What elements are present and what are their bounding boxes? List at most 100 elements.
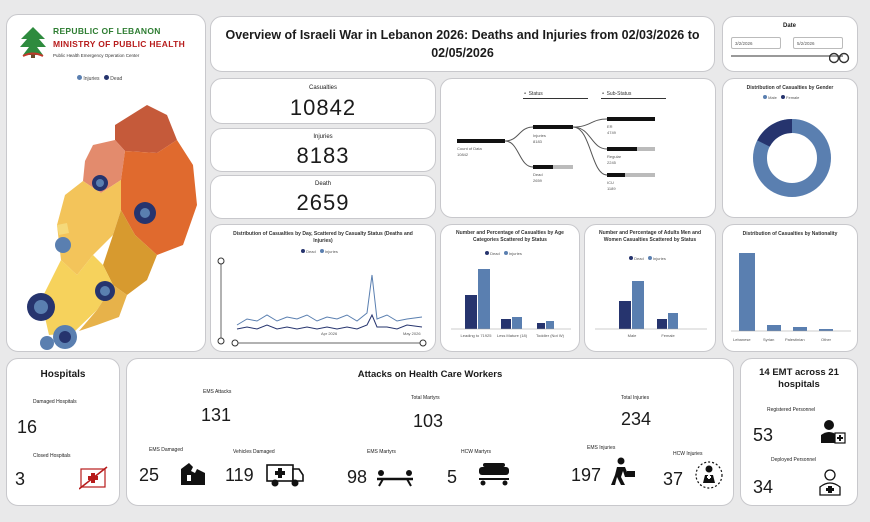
date-start-value: 3/2/2026 (735, 41, 753, 46)
beirut-region (57, 223, 69, 235)
map-bubble-3 (55, 237, 71, 253)
lebanon-governorates-map[interactable] (17, 85, 202, 350)
registered-personnel-value: 53 (753, 425, 774, 445)
adults-cat-2: Female (661, 333, 675, 338)
closed-hospital-icon (78, 465, 109, 496)
day-chart-title: Distribution of Casualties by Day, Scatt… (233, 231, 413, 244)
ambulance-icon (265, 459, 305, 492)
ems-martyrs-value: 98 (347, 467, 368, 487)
hcw-injuries-label: HCW Injuries (673, 451, 703, 457)
gender-legend: Male Female (763, 95, 799, 100)
ems-damaged-value: 25 (139, 465, 160, 485)
damaged-hospitals-label: Damaged Hospitals (33, 399, 77, 405)
legend-injuries-label: Injuries (652, 256, 666, 261)
emt-title: 14 EMT across 21 hospitals (759, 367, 839, 390)
lightbulb-icon: ⚬ (523, 91, 528, 97)
ems-attacks-value: 131 (201, 405, 232, 425)
gender-chart-title: Distribution of Casualties by Gender (746, 85, 834, 91)
legend-dot-injuries (647, 256, 652, 260)
adults-bar-chart[interactable] (595, 265, 707, 331)
damaged-hospitals-value: 16 (17, 417, 38, 437)
status-header[interactable]: ⚬ Status (523, 91, 588, 99)
total-injuries-value: 234 (621, 409, 652, 429)
vehicles-damaged-label: Vehicles Damaged (233, 449, 275, 455)
dead-node-value: 2659 (533, 178, 542, 183)
ems-injuries-label: EMS Injuries (587, 445, 616, 451)
sub2-node-value: 2245 (607, 160, 616, 165)
substatus-header-label: Sub-Status (606, 91, 632, 97)
nat-cat-2: Syrian (763, 337, 775, 342)
date-filter-card: Date 3/2/2026 5/2/2026 (722, 16, 858, 72)
age-chart-card: Number and Percentage of Casualties by A… (440, 224, 580, 352)
closed-hospitals-value: 3 (15, 469, 26, 489)
vehicles-damaged-value: 119 (225, 465, 254, 485)
akkar-region (115, 105, 177, 153)
kpi-injuries-card: Injuries 8183 (210, 128, 436, 172)
kpi-death-card: Death 2659 (210, 175, 436, 219)
legend-dot-dead (103, 75, 109, 80)
sub2-node-label: Regular (607, 154, 622, 159)
total-martyrs-label: Total Martyrs (411, 395, 440, 401)
nationality-bar-chart[interactable] (731, 247, 851, 333)
ems-martyrs-label: EMS Martyrs (367, 449, 396, 455)
legend-dead-label: Dead (634, 256, 644, 261)
kpi-casualties-value: 10842 (289, 95, 357, 120)
sub3-node-label: ICU (607, 180, 614, 185)
age-cat-3: Toddler (Not W) (535, 333, 564, 338)
hcw-injuries-value: 37 (663, 469, 684, 489)
slider-handle-icons[interactable] (828, 51, 851, 69)
status-header-label: Status (528, 91, 543, 97)
map-bubble-7 (40, 336, 54, 350)
hcw-martyrs-label: HCW Martyrs (461, 449, 491, 455)
nat-cat-1: Lebanese (733, 337, 751, 342)
nationality-chart-title: Distribution of Casualties by Nationalit… (742, 231, 838, 237)
kpi-death-value: 2659 (296, 190, 350, 215)
adults-chart-card: Number and Percentage of Adults Men and … (584, 224, 716, 352)
legend-dot-male (763, 95, 767, 99)
legend-dead-label: Dead (110, 76, 123, 82)
deployed-personnel-label: Deployed Personnel (771, 457, 817, 463)
ministry-logo (17, 25, 49, 59)
day-chart-legend: Dead Injuries (301, 249, 338, 254)
nabatieh-region (79, 265, 127, 331)
root-node-value: 10842 (457, 152, 469, 157)
day-chart-x-end: May 2026 (403, 331, 421, 336)
substatus-header[interactable]: ⚬ Sub-Status (601, 91, 666, 99)
date-range-slider[interactable] (731, 55, 843, 57)
nat-cat-4: Other (821, 337, 832, 342)
ems-attacks-label: EMS Attacks (203, 389, 232, 395)
legend-dot-dead (629, 256, 633, 260)
hospital-bed-icon (475, 461, 515, 492)
hospitals-card: Hospitals Damaged Hospitals 16 Closed Ho… (6, 358, 120, 506)
legend-injuries-label: Injuries (324, 249, 338, 254)
gender-chart-card: Distribution of Casualties by Gender Mal… (722, 78, 858, 218)
root-node-label: Count of Data (457, 146, 482, 151)
lightbulb-icon: ⚬ (601, 91, 606, 97)
south-region (41, 255, 113, 335)
legend-injuries-label: Injuries (83, 76, 100, 82)
adults-cat-1: Male (627, 333, 637, 338)
gender-donut-chart[interactable] (747, 113, 837, 203)
decomposition-tree[interactable] (441, 79, 717, 219)
total-martyrs-value: 103 (413, 411, 444, 431)
legend-dot-dead (301, 249, 305, 253)
hcw-martyrs-value: 5 (447, 467, 458, 487)
age-bar-chart[interactable] (451, 261, 571, 331)
day-chart-card: Distribution of Casualties by Day, Scatt… (210, 224, 436, 352)
age-cat-2: Less Mature (18) (496, 333, 528, 338)
day-line-chart[interactable] (217, 255, 431, 349)
date-end-input[interactable]: 5/2/2026 (793, 37, 843, 49)
medical-staff-icon (819, 419, 847, 450)
date-start-input[interactable]: 3/2/2026 (731, 37, 781, 49)
legend-dot-injuries (77, 75, 82, 80)
legend-male-label: Male (768, 95, 777, 100)
deployed-staff-icon (817, 469, 843, 502)
map-panel: REPUBLIC OF LEBANON MINISTRY OF PUBLIC H… (6, 14, 206, 352)
injuries-node-value: 8183 (533, 139, 542, 144)
sub1-node-label: ER (607, 124, 613, 129)
legend-dot-injuries (319, 249, 324, 253)
map-legend: Injuries Dead (77, 75, 122, 82)
kpi-death-label: Death (314, 181, 331, 187)
legend-injuries-label: Injuries (508, 251, 522, 256)
legend-dot-dead (485, 251, 489, 255)
